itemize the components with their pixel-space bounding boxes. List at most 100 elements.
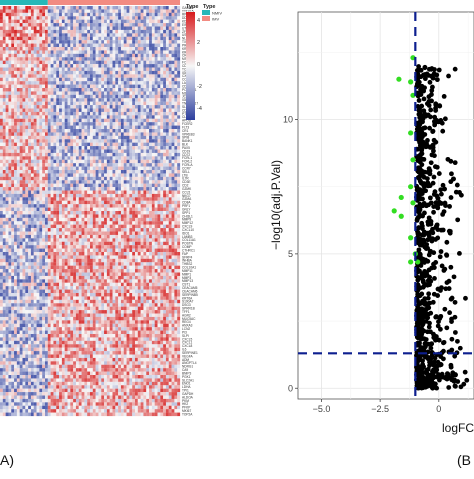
- heatmap-cell: [39, 50, 43, 54]
- heatmap-cell: [45, 152, 48, 157]
- heatmap-cell: [81, 262, 85, 266]
- heatmap-cell: [39, 98, 43, 102]
- heatmap-cell: [19, 173, 23, 177]
- heatmap-cell: [165, 156, 169, 160]
- heatmap-cell: [132, 57, 136, 61]
- heatmap-cell: [174, 105, 178, 109]
- heatmap-cell: [174, 77, 178, 82]
- heatmap-cell: [8, 221, 12, 225]
- heatmap-cell: [171, 245, 175, 249]
- heatmap-cell: [104, 57, 107, 61]
- heatmap-cell: [70, 217, 74, 222]
- heatmap-cell: [8, 81, 12, 85]
- heatmap-cell: [146, 129, 150, 133]
- heatmap-cell: [106, 170, 110, 174]
- heatmap-cell: [146, 149, 150, 154]
- heatmap-cell: [129, 26, 133, 31]
- heatmap-cell: [81, 94, 85, 99]
- heatmap-cell: [140, 173, 144, 177]
- heatmap-cell: [22, 241, 26, 246]
- heatmap-cell: [157, 152, 161, 157]
- heatmap-cell: [90, 241, 93, 246]
- heatmap-cell: [0, 88, 3, 92]
- heatmap-cell: [171, 180, 175, 184]
- heatmap-cell: [101, 29, 105, 34]
- heatmap-cell: [165, 118, 169, 123]
- heatmap-cell: [177, 258, 181, 263]
- heatmap-cell: [14, 142, 17, 147]
- heatmap-cell: [92, 19, 96, 24]
- heatmap-cell: [112, 234, 116, 239]
- heatmap-cell: [126, 228, 130, 232]
- heatmap-cell: [33, 207, 37, 212]
- heatmap-cell: [171, 262, 175, 266]
- heatmap-cell: [118, 57, 122, 61]
- heatmap-cell: [73, 234, 77, 239]
- heatmap-cell: [92, 43, 96, 48]
- heatmap-cell: [47, 197, 51, 201]
- heatmap-cell: [81, 149, 85, 154]
- heatmap-cell: [42, 57, 46, 61]
- heatmap-cell: [25, 142, 29, 147]
- heatmap-cell: [135, 60, 138, 65]
- heatmap-cell: [132, 135, 136, 140]
- heatmap-cell: [45, 33, 48, 37]
- heatmap-cell: [149, 40, 152, 44]
- heatmap-cell: [39, 187, 43, 191]
- heatmap-cell: [137, 176, 141, 181]
- heatmap-cell: [42, 139, 46, 143]
- heatmap-cell: [104, 60, 107, 65]
- heatmap-cell: [30, 204, 34, 208]
- heatmap-cell: [168, 98, 172, 102]
- heatmap-cell: [120, 187, 124, 191]
- heatmap-cell: [177, 234, 181, 239]
- heatmap-cell: [101, 156, 105, 160]
- heatmap-cell: [56, 156, 60, 160]
- heatmap-cell: [67, 84, 71, 89]
- heatmap-cell: [163, 129, 167, 133]
- heatmap-cell: [28, 166, 32, 171]
- heatmap-cell: [106, 129, 110, 133]
- heatmap-cell: [36, 60, 40, 65]
- heatmap-cell: [45, 88, 48, 92]
- heatmap-cell: [16, 142, 20, 147]
- heatmap-cell: [28, 129, 32, 133]
- heatmap-cell: [73, 74, 77, 78]
- heatmap-cell: [84, 204, 88, 208]
- heatmap-cell: [112, 159, 116, 164]
- heatmap-cell: [14, 40, 17, 44]
- heatmap-cell: [39, 149, 43, 154]
- heatmap-cell: [95, 47, 99, 51]
- heatmap-cell: [47, 101, 51, 106]
- heatmap-cell: [87, 193, 91, 198]
- heatmap-cell: [2, 187, 6, 191]
- heatmap-cell: [163, 26, 167, 31]
- heatmap-cell: [2, 26, 6, 31]
- heatmap-cell: [47, 88, 51, 92]
- heatmap-cell: [36, 122, 40, 126]
- heatmap-cell: [75, 221, 79, 225]
- heatmap-cell: [160, 108, 164, 113]
- heatmap-cell: [149, 53, 152, 58]
- heatmap-cell: [140, 255, 144, 259]
- heatmap-cell: [129, 81, 133, 85]
- heatmap-cell: [47, 36, 51, 41]
- heatmap-cell: [47, 91, 51, 95]
- heatmap-cell: [87, 159, 91, 164]
- heatmap-cell: [42, 9, 46, 13]
- heatmap-cell: [56, 118, 60, 123]
- heatmap-cell: [126, 211, 130, 215]
- heatmap-cell: [171, 187, 175, 191]
- heatmap-cell: [90, 265, 93, 270]
- heatmap-cell: [92, 176, 96, 181]
- heatmap-cell: [67, 258, 71, 263]
- heatmap-cell: [151, 238, 155, 242]
- heatmap-cell: [50, 50, 54, 54]
- heatmap-cell: [135, 36, 138, 41]
- heatmap-cell: [64, 70, 68, 75]
- heatmap-cell: [70, 159, 74, 164]
- heatmap-cell: [59, 88, 62, 92]
- heatmap-cell: [47, 33, 51, 37]
- heatmap-cell: [171, 176, 175, 181]
- heatmap-cell: [64, 57, 68, 61]
